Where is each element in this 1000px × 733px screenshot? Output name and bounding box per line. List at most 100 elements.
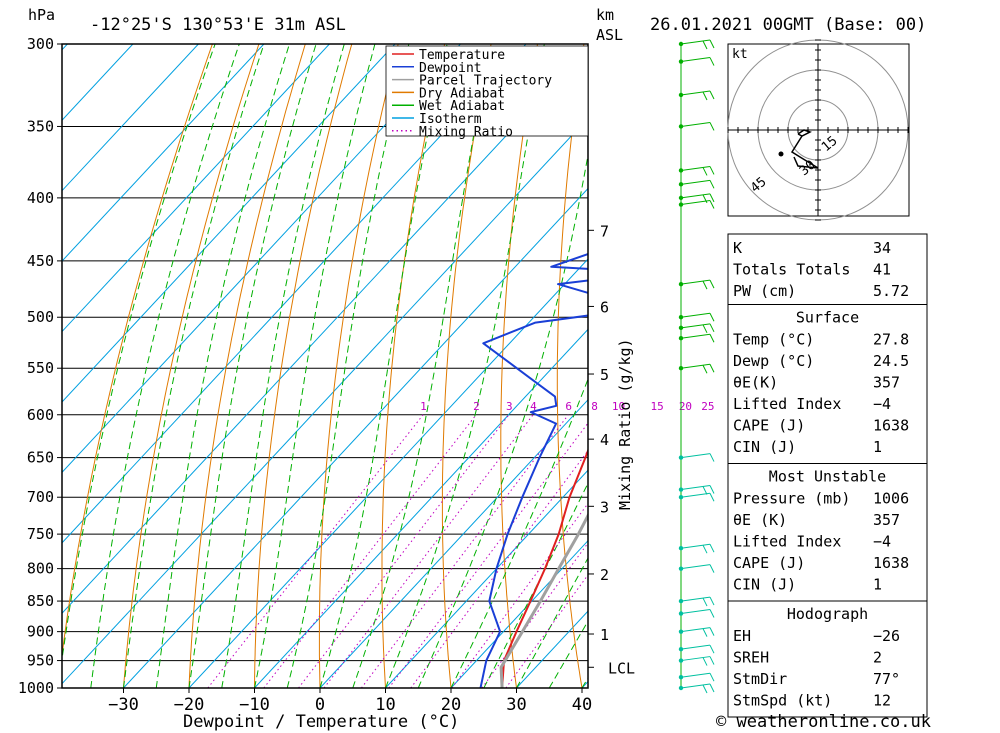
hodograph-indices-label: StmSpd (kt)	[733, 692, 832, 710]
legend-entry: Dewpoint	[419, 61, 482, 76]
wind-barb-flag	[702, 324, 708, 334]
dry-adiabat-line	[441, 44, 492, 688]
wind-barbs	[678, 39, 715, 694]
wind-barb-staff	[680, 200, 711, 206]
wind-barb-flag	[709, 656, 715, 665]
wet-adiabat-line	[417, 152, 588, 688]
wind-barb-staff	[680, 656, 711, 662]
wind-barb-flag	[709, 180, 715, 189]
wind-barb-flag	[709, 363, 715, 373]
location-label: -12°25'S 130°53'E 31m ASL	[90, 15, 346, 35]
hodograph-indices-label: StmDir	[733, 670, 787, 688]
temperature-line	[501, 447, 588, 688]
surface-indices-value: 27.8	[873, 331, 909, 349]
surface-indices-label: CIN (J)	[733, 438, 796, 456]
general-indices-box	[727, 233, 928, 305]
temperature-tick-label: 20	[441, 695, 461, 715]
dry-adiabat-line	[500, 44, 538, 688]
general-indices-label: Totals Totals	[733, 261, 850, 279]
temperature-tick-label: 0	[315, 695, 325, 715]
mixing-ratio-label: 15	[651, 400, 664, 413]
km-tick-label: 5	[600, 366, 609, 384]
isotherm-line	[62, 44, 330, 333]
wind-barb-flag	[709, 57, 715, 66]
km-tick-label: LCL	[608, 659, 635, 677]
km-tick-label: 7	[600, 222, 609, 240]
wind-barb-flag	[709, 627, 715, 636]
surface-indices-label: Temp (°C)	[733, 331, 814, 349]
hodograph-indices-value: 12	[873, 692, 891, 710]
wind-barb-staff	[680, 121, 711, 127]
surface-indices-value: 1638	[873, 417, 909, 435]
wind-barb-flag	[702, 194, 708, 204]
isotherm-line	[62, 44, 265, 262]
general-indices-value: 34	[873, 239, 891, 257]
indices-table: K 34 Totals Totals 41 PW (cm) 5.72 Surface Temp…	[727, 233, 928, 718]
mixing-ratio-line	[298, 414, 510, 688]
wind-barb-staff	[680, 672, 711, 678]
hodograph-indices-box	[727, 600, 928, 718]
dry-adiabat-line	[381, 44, 446, 688]
pressure-unit-label: hPa	[28, 6, 55, 24]
parcel-trajectory-line	[499, 512, 588, 688]
wind-barb-staff	[680, 312, 711, 318]
wind-barb-flag	[709, 166, 715, 175]
wind-barb-staff	[680, 627, 711, 633]
pressure-tick-label: 950	[27, 652, 54, 670]
wind-barb-staff	[680, 193, 711, 199]
dry-adiabat-line	[318, 44, 399, 688]
wind-barb-staff	[680, 543, 711, 549]
wind-barb-staff	[680, 596, 711, 602]
surface-indices-value: 24.5	[873, 352, 909, 370]
hodograph-indices-label: EH	[733, 627, 751, 645]
general-indices-value: 41	[873, 261, 891, 279]
hodograph-indices-label: SREH	[733, 649, 769, 667]
wet-adiabat-line	[450, 377, 588, 688]
pressure-tick-label: 750	[27, 525, 54, 543]
hodograph-trace	[790, 129, 819, 169]
general-indices-label: K	[733, 239, 742, 257]
wind-barb-flag	[709, 90, 715, 100]
mixing-ratio-label: 4	[530, 400, 537, 413]
mixing-ratio-axis-label: Mixing Ratio (g/kg)	[616, 338, 634, 510]
wind-barb-staff	[680, 453, 711, 459]
wind-barb-flag	[709, 193, 715, 203]
surface-indices-label: Lifted Index	[733, 395, 841, 413]
isotherm-line	[123, 187, 588, 688]
wind-barb-flag	[702, 486, 708, 495]
legend-entry: Mixing Ratio	[419, 125, 513, 140]
isotherm-line	[254, 328, 588, 688]
wet-adiabat-line	[385, 44, 545, 688]
hodograph-indices-title: Hodograph	[787, 605, 868, 623]
mixing-ratio-line	[388, 422, 588, 688]
most-unstable-indices-label: Pressure (mb)	[733, 490, 850, 508]
wind-barb-flag	[709, 644, 715, 654]
pressure-tick-label: 1000	[18, 679, 54, 697]
mixing-ratio-label: 25	[701, 400, 714, 413]
mixing-ratio-label: 20	[679, 400, 692, 413]
pressure-tick-label: 450	[27, 252, 54, 270]
most-unstable-indices-value: −4	[873, 533, 891, 551]
wet-adiabat-line	[62, 44, 216, 663]
wind-barb-staff	[680, 57, 711, 63]
asl-label: ASL	[596, 26, 623, 44]
wind-barb-staff	[680, 333, 711, 339]
wind-barb-dot	[678, 124, 684, 129]
pressure-tick-label: 400	[27, 189, 54, 207]
dry-adiabat-line	[188, 44, 306, 688]
wind-barb-flag	[702, 657, 708, 666]
mixing-ratio-line	[323, 414, 534, 688]
legend-entry: Dry Adiabat	[419, 86, 505, 101]
plot-frame	[61, 43, 589, 689]
wet-adiabat-line	[188, 44, 317, 688]
wind-barb-flag	[709, 453, 715, 462]
wind-barb-staff	[680, 323, 711, 329]
dewpoint-line	[479, 252, 588, 688]
wind-barb-flag	[702, 40, 708, 50]
wind-barb-staff	[680, 363, 711, 369]
wet-adiabat-line	[319, 44, 448, 688]
wind-barb-staff	[680, 165, 711, 171]
